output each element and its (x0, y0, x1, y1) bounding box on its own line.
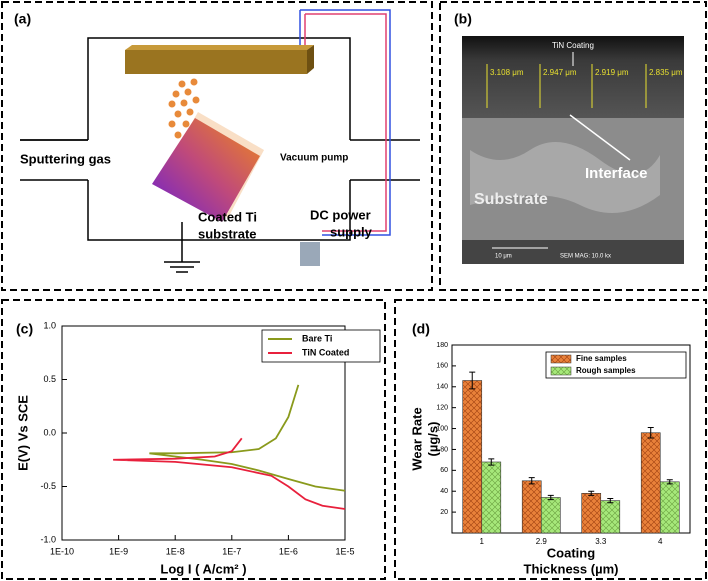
bar (521, 480, 542, 534)
y-tick-label: 20 (440, 509, 448, 516)
y-axis-label: (µg/s) (425, 422, 440, 457)
coating-region (462, 36, 684, 118)
thickness-label: 2.947 μm (543, 68, 577, 77)
sputter-atoms (168, 78, 200, 159)
error-bar (607, 498, 614, 504)
x-axis-label: Coating (547, 545, 595, 560)
pointer (569, 114, 631, 161)
thickness-label: 2.835 μm (649, 68, 683, 77)
scale-label: 10 μm (495, 254, 512, 260)
y-tick-label: 60 (440, 467, 448, 474)
error-bar (469, 371, 476, 390)
x-tick-label: 1 (480, 537, 485, 546)
power-label: DC power (310, 207, 371, 222)
info-bar (462, 240, 684, 264)
bar (540, 497, 561, 534)
coating-label: TiN Coating (552, 41, 594, 50)
panel-label: (c) (16, 321, 33, 337)
interface-label: Interface (585, 165, 648, 182)
sem-image: (b) TiN Coating 3.108 μm 2.947 μm 2.919 … (454, 11, 684, 264)
substrate-label: Coated Ti (198, 209, 257, 224)
y-axis-label: Wear Rate (409, 407, 424, 470)
x-tick-label: 1E-10 (50, 546, 74, 556)
legend-swatch (550, 354, 572, 364)
series-line (149, 384, 346, 492)
error-bar (588, 490, 595, 496)
y-tick-label: -0.5 (40, 481, 56, 491)
error-bar (647, 427, 654, 439)
y-tick-label: 180 (436, 342, 448, 349)
y-tick-label: 160 (436, 363, 448, 370)
substrate (152, 118, 260, 222)
y-tick-label: 40 (440, 488, 448, 495)
bar (462, 380, 483, 534)
y-tick-label: 140 (436, 384, 448, 391)
x-tick-label: 1E-8 (166, 546, 185, 556)
thickness-label: 3.108 μm (490, 68, 524, 77)
y-tick-label: 1.0 (43, 320, 56, 330)
bar (600, 500, 621, 534)
chamber (87, 180, 351, 241)
legend-swatch (550, 366, 572, 376)
panel-label: (b) (454, 11, 472, 27)
x-tick-label: 1E-9 (109, 546, 128, 556)
plot-frame (451, 344, 691, 534)
x-tick-label: 2.9 (536, 537, 548, 546)
bar (659, 481, 680, 534)
target (125, 45, 314, 50)
y-tick-label: -1.0 (40, 534, 56, 544)
bar (581, 493, 602, 534)
target (125, 50, 307, 74)
legend-label: Bare Ti (302, 333, 332, 343)
thickness-label: 2.919 μm (595, 68, 629, 77)
pump-label: Vacuum pump (280, 153, 348, 164)
substrate-label: substrate (198, 226, 257, 241)
chamber (87, 37, 351, 140)
legend-label: Fine samples (576, 354, 627, 363)
grain (470, 142, 660, 213)
legend-label: TiN Coated (302, 347, 349, 357)
x-tick-label: 4 (658, 537, 663, 546)
y-tick-label: 100 (436, 425, 448, 432)
series-line (113, 437, 346, 510)
substrate-text: Substrate (474, 191, 548, 208)
charts: (c) -1.0 -0.5 0.0 0.5 1.0 1E-10 1E-9 1E-8 1E-7 1E-… (15, 320, 691, 576)
x-tick-label: 1E-7 (222, 546, 241, 556)
x-tick-label: 3.3 (595, 537, 607, 546)
thickness-markers (486, 64, 647, 108)
y-tick-label: 0.5 (43, 374, 56, 384)
wire (300, 9, 391, 236)
mag-label: SEM MAG: 10.0 kx (560, 254, 611, 260)
error-bar (528, 477, 535, 485)
power-supply-icon (300, 242, 320, 266)
gas-label: Sputtering gas (20, 151, 111, 166)
panel-label: (d) (412, 321, 430, 337)
error-bar (547, 494, 554, 501)
x-tick-label: 1E-5 (335, 546, 354, 556)
y-tick-label: 120 (436, 405, 448, 412)
y-tick-label: 80 (440, 446, 448, 453)
legend-label: Rough samples (576, 366, 636, 375)
x-axis-label: Thickness (µm) (524, 561, 619, 576)
bar (640, 432, 661, 534)
panel-label: (a) (14, 11, 31, 27)
legend-box (261, 329, 381, 363)
error-bar (666, 479, 673, 485)
x-tick-label: 1E-6 (279, 546, 298, 556)
diagram: (a) Sputtering gas Vacuum pump Coated Ti… (14, 9, 420, 273)
target (307, 45, 314, 74)
y-axis-label: E(V) Vs SCE (15, 395, 30, 471)
power-label: supply (330, 224, 373, 239)
bar (481, 461, 502, 534)
y-tick-label: 0.0 (43, 427, 56, 437)
wire (305, 13, 387, 232)
x-axis-label: Log I ( A/cm² ) (160, 561, 246, 576)
error-bar (488, 458, 495, 466)
